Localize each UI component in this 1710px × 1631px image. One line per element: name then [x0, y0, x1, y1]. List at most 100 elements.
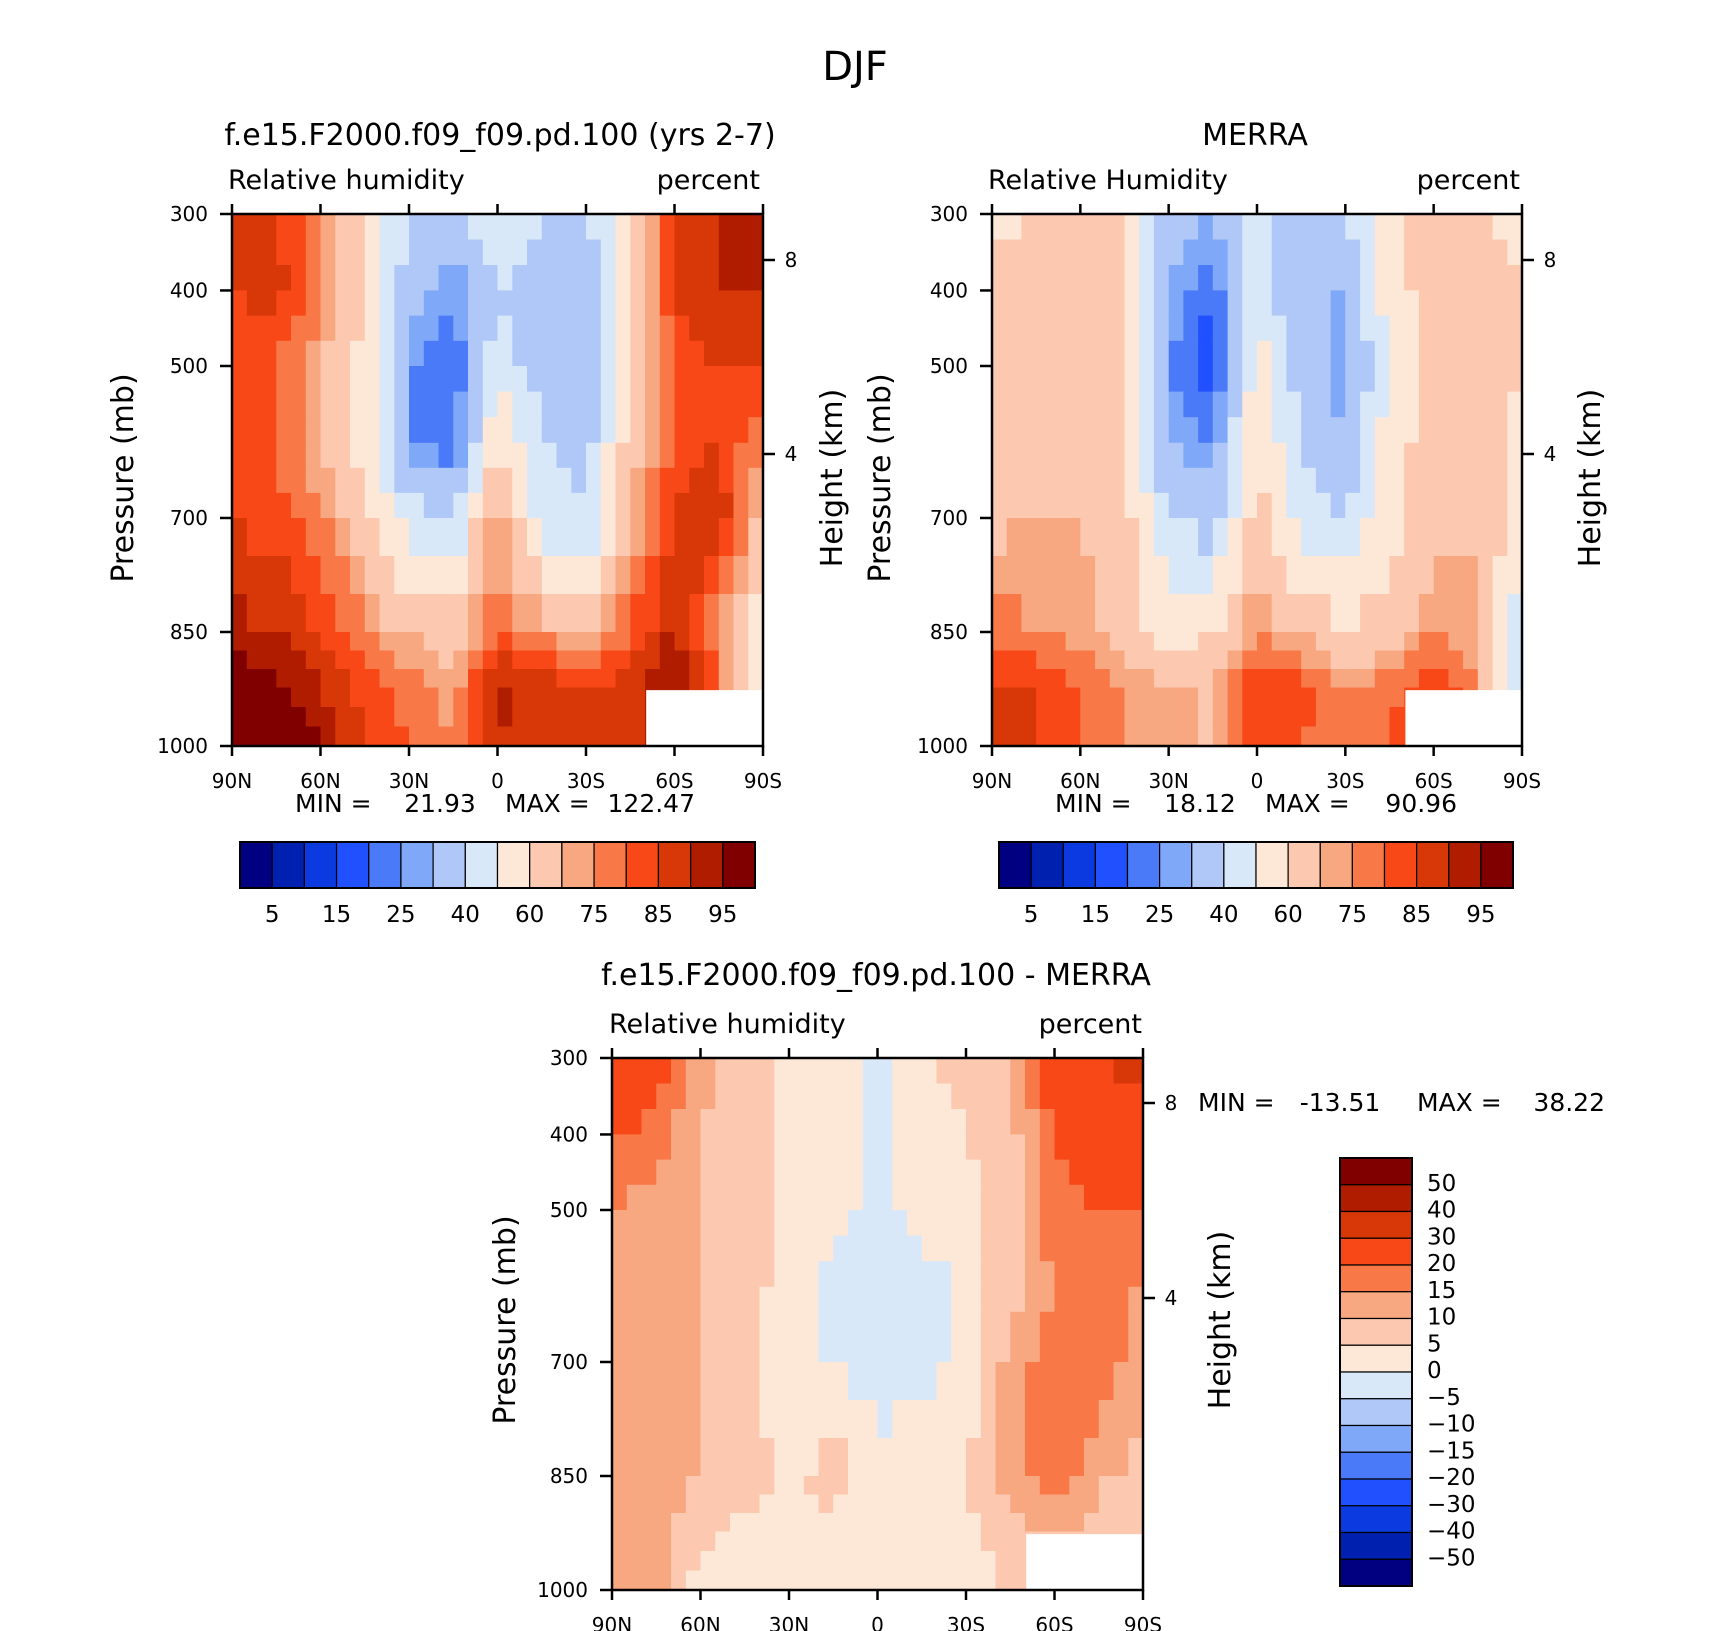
heat-cell: [1242, 340, 1258, 367]
heat-cell: [1212, 290, 1229, 317]
heat-cell: [992, 707, 1008, 728]
heat-cell: [1448, 518, 1464, 557]
heat-cell: [1286, 290, 1302, 317]
heat-cell: [453, 340, 469, 367]
units-label: percent: [1417, 165, 1520, 196]
heat-cell: [718, 290, 735, 317]
heat-cell: [671, 1058, 687, 1085]
heat-cell: [1271, 492, 1287, 519]
heat-cell: [1021, 239, 1037, 266]
heat-cell: [468, 518, 484, 557]
heat-cell: [497, 518, 513, 557]
heat-cell: [350, 594, 366, 633]
heat-cell: [409, 315, 425, 342]
heat-cell: [685, 1494, 702, 1514]
heat-cell: [966, 1286, 982, 1313]
heat-cell: [571, 594, 587, 633]
heat-cell: [774, 1134, 790, 1161]
heat-cell: [468, 707, 484, 728]
heat-cell: [1050, 265, 1067, 292]
heat-cell: [1463, 366, 1479, 393]
heat-cell: [1448, 669, 1464, 689]
heat-cell: [700, 1531, 716, 1552]
heat-cell: [877, 1438, 893, 1477]
heat-cell: [1448, 492, 1464, 519]
heat-cell: [1124, 391, 1140, 418]
heat-cell: [615, 726, 631, 747]
heat-cell: [789, 1235, 805, 1262]
heat-cell: [1036, 214, 1052, 241]
heat-cell: [1271, 442, 1287, 469]
heat-cell: [759, 1336, 775, 1363]
heat-cell: [1010, 1494, 1026, 1514]
heat-cell: [718, 315, 735, 342]
heat-cell: [1183, 265, 1199, 292]
heat-cell: [571, 687, 587, 708]
heat-cell: [1404, 366, 1420, 393]
heat-cell: [482, 290, 499, 317]
heat-cell: [453, 492, 469, 519]
heat-cell: [862, 1494, 879, 1514]
heat-cell: [612, 1513, 628, 1533]
heat-cell: [966, 1494, 982, 1514]
heat-cell: [718, 366, 735, 393]
heat-cell: [936, 1058, 952, 1085]
heat-cell: [612, 1286, 628, 1313]
heat-cell: [656, 1184, 672, 1211]
heat-cell: [468, 442, 484, 469]
heat-cell: [1257, 650, 1273, 670]
heat-cell: [1095, 556, 1111, 595]
y-right-tick-label: 8: [785, 248, 798, 272]
heat-cell: [936, 1476, 952, 1496]
heat-cell: [350, 290, 366, 317]
heat-cell: [1507, 518, 1523, 557]
heat-cell: [615, 417, 631, 444]
heat-cell: [659, 366, 676, 393]
heat-cell: [232, 650, 248, 670]
heat-cell: [1050, 687, 1067, 708]
heat-cell: [335, 391, 351, 418]
colorbar-swatch: [1094, 841, 1129, 889]
y-axis-right-label: Height (km): [1573, 389, 1608, 568]
heat-cell: [350, 467, 366, 494]
heat-cell: [615, 632, 631, 652]
heat-cell: [907, 1134, 923, 1161]
heat-cell: [1069, 1184, 1085, 1211]
heat-cell: [527, 669, 543, 689]
heat-cell: [774, 1513, 790, 1533]
heat-cell: [704, 239, 720, 266]
heat-cell: [659, 391, 676, 418]
heat-cell: [921, 1058, 938, 1085]
heat-cell: [951, 1476, 967, 1496]
heat-cell: [423, 315, 440, 342]
heat-cell: [1212, 707, 1229, 728]
heat-cell: [1227, 315, 1243, 342]
heat-cell: [586, 417, 602, 444]
heat-cell: [615, 556, 631, 595]
x-tick-label: 60S: [1415, 769, 1453, 793]
heat-cell: [1183, 290, 1199, 317]
colorbar-label: 5: [1024, 902, 1039, 928]
heat-cell: [1286, 467, 1302, 494]
x-tick-label: 0: [1251, 769, 1264, 793]
heat-cell: [527, 290, 543, 317]
heat-cell: [453, 650, 469, 670]
heat-cell: [1242, 687, 1258, 708]
heat-cell: [1168, 669, 1184, 689]
heat-cell: [744, 1438, 761, 1477]
heat-cell: [556, 290, 572, 317]
heat-cell: [892, 1494, 908, 1514]
heat-cell: [1109, 669, 1126, 689]
heat-cell: [438, 467, 454, 494]
colorbar-swatch: [1339, 1371, 1413, 1400]
heat-cell: [992, 214, 1008, 241]
heat-cell: [423, 340, 440, 367]
heat-cell: [305, 467, 322, 494]
heat-cell: [877, 1159, 893, 1186]
heat-cell: [1050, 391, 1067, 418]
heat-cell: [497, 556, 513, 595]
heat-cell: [1006, 632, 1022, 652]
heat-cell: [541, 556, 558, 595]
heat-cell: [689, 290, 705, 317]
heat-cell: [689, 594, 705, 633]
